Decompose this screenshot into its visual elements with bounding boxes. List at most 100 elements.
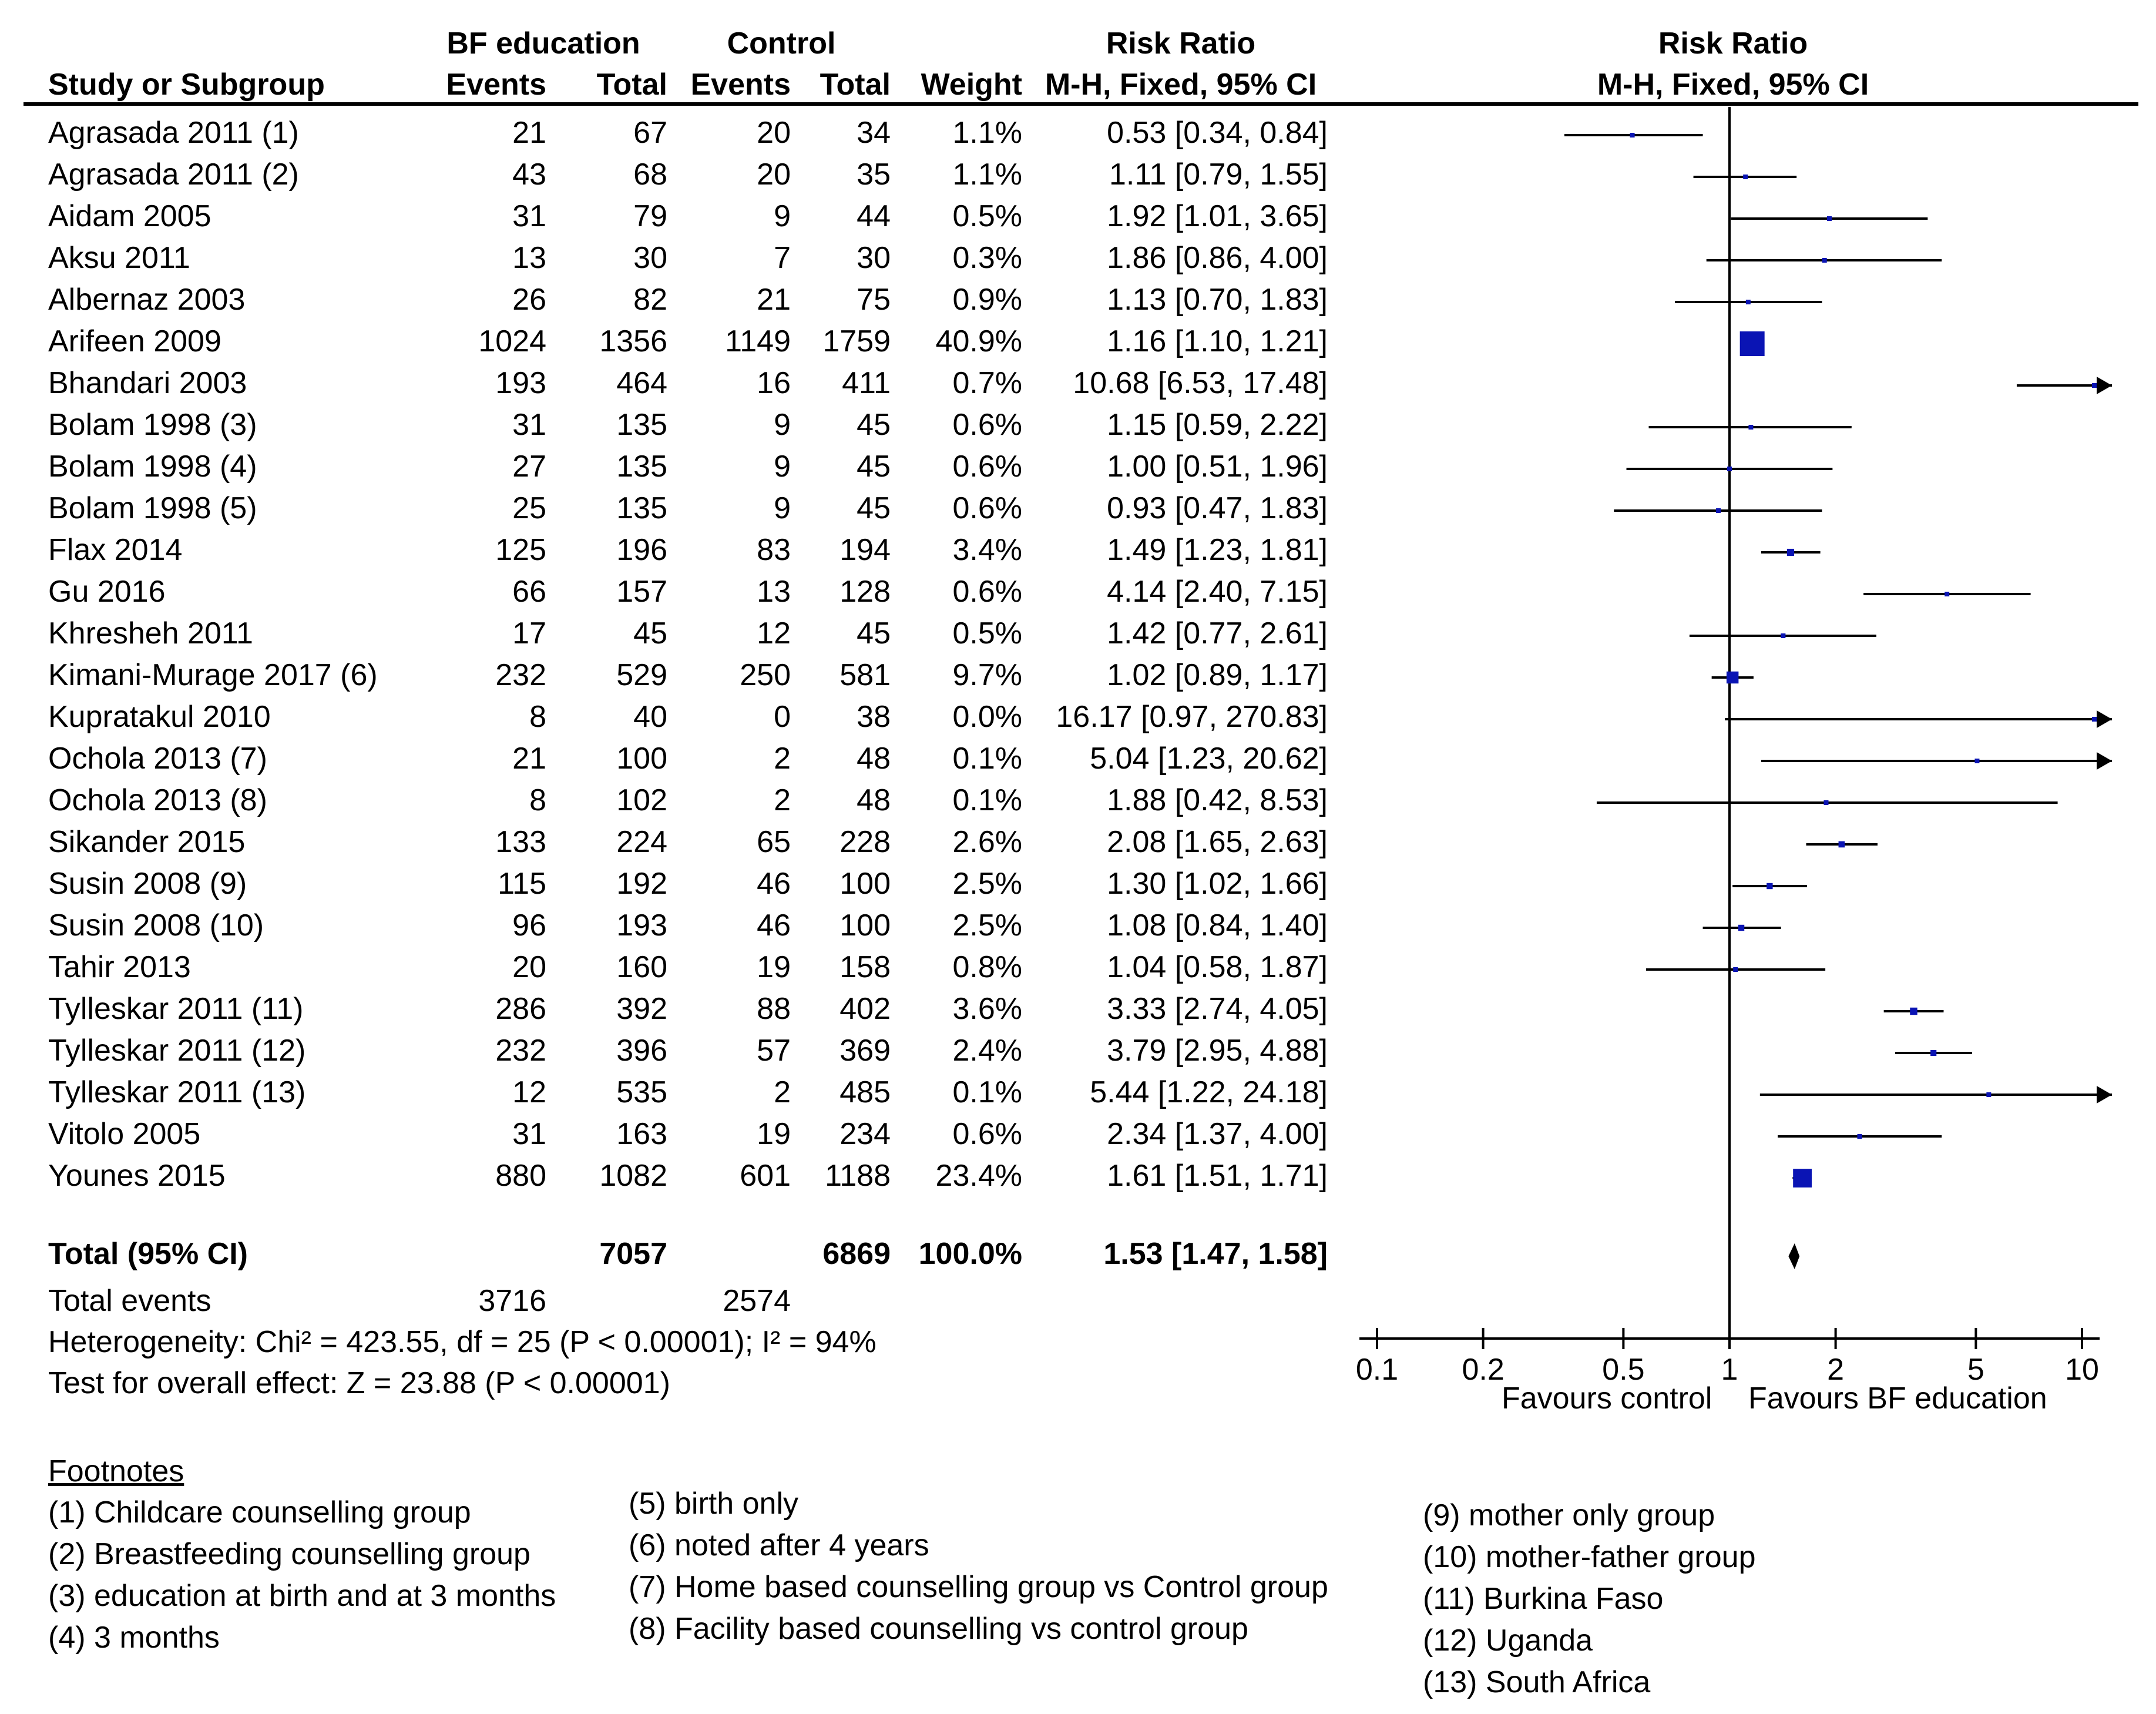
study-name: Ochola 2013 (8) bbox=[48, 783, 267, 817]
point-estimate bbox=[1986, 1092, 1992, 1097]
study-name: Tylleskar 2011 (11) bbox=[48, 992, 304, 1026]
point-estimate bbox=[1823, 800, 1829, 805]
weight-value: 0.0% bbox=[952, 700, 1022, 734]
favours-bf-label: Favours BF education bbox=[1748, 1381, 2047, 1416]
total-bf: 45 bbox=[633, 616, 667, 650]
total-bf: 163 bbox=[616, 1117, 667, 1151]
events-bf: 8 bbox=[529, 783, 546, 817]
study-name: Susin 2008 (10) bbox=[48, 908, 264, 942]
events-control: 9 bbox=[774, 491, 791, 525]
risk-ratio-ci: 1.02 [0.89, 1.17] bbox=[1107, 658, 1328, 692]
point-estimate bbox=[1630, 133, 1635, 137]
ci-arrow bbox=[2097, 752, 2112, 770]
footnote-item: (2) Breastfeeding counselling group bbox=[48, 1537, 530, 1571]
events-control: 20 bbox=[757, 157, 791, 192]
point-estimate bbox=[2092, 383, 2097, 388]
events2-header: Events bbox=[690, 68, 791, 102]
study-name: Flax 2014 bbox=[48, 533, 183, 567]
footnote-item: (6) noted after 4 years bbox=[629, 1528, 929, 1562]
total-bf: 464 bbox=[616, 366, 667, 400]
events-control: 16 bbox=[757, 366, 791, 400]
weight-value: 40.9% bbox=[935, 324, 1022, 358]
events-control: 20 bbox=[757, 116, 791, 150]
point-estimate bbox=[2092, 717, 2097, 722]
footnote-item: (9) mother only group bbox=[1423, 1498, 1715, 1532]
weight-value: 3.6% bbox=[952, 992, 1022, 1026]
risk-ratio-ci: 2.34 [1.37, 4.00] bbox=[1107, 1117, 1328, 1151]
events-control: 2 bbox=[774, 1075, 791, 1109]
weight-value: 0.8% bbox=[952, 950, 1022, 984]
events-control: 12 bbox=[757, 616, 791, 650]
events-bf: 31 bbox=[512, 408, 546, 442]
weight-value: 0.3% bbox=[952, 241, 1022, 275]
total-control: 100 bbox=[839, 908, 891, 942]
study-name: Bolam 1998 (5) bbox=[48, 491, 257, 525]
study-name: Kimani-Murage 2017 (6) bbox=[48, 658, 378, 692]
point-estimate bbox=[1857, 1134, 1862, 1139]
study-name: Tahir 2013 bbox=[48, 950, 191, 984]
risk-ratio-ci: 1.88 [0.42, 8.53] bbox=[1107, 783, 1328, 817]
events-bf: 193 bbox=[495, 366, 546, 400]
weight-value: 0.1% bbox=[952, 742, 1022, 776]
study-name: Agrasada 2011 (1) bbox=[48, 116, 299, 150]
footnote-item: (12) Uganda bbox=[1423, 1624, 1593, 1658]
events-control: 65 bbox=[757, 825, 791, 859]
total-bf: 396 bbox=[616, 1034, 667, 1068]
total-control: 48 bbox=[857, 742, 891, 776]
weight-value: 3.4% bbox=[952, 533, 1022, 567]
study-name: Khresheh 2011 bbox=[48, 616, 253, 650]
footnote-item: (10) mother-father group bbox=[1423, 1540, 1756, 1574]
total-ci: 1.53 [1.47, 1.58] bbox=[1103, 1237, 1328, 1271]
plot-title: Risk Ratio bbox=[1658, 26, 1808, 61]
events-bf: 8 bbox=[529, 700, 546, 734]
weight-value: 0.1% bbox=[952, 783, 1022, 817]
events1-header: Events bbox=[446, 68, 546, 102]
weight-value: 0.7% bbox=[952, 366, 1022, 400]
footnote-item: (11) Burkina Faso bbox=[1423, 1582, 1664, 1616]
total-control: 75 bbox=[857, 283, 891, 317]
point-estimate bbox=[1910, 1007, 1917, 1015]
x-tick-label: 5 bbox=[1967, 1353, 1984, 1387]
events-bf: 96 bbox=[512, 908, 546, 942]
events-control: 88 bbox=[757, 992, 791, 1026]
weight-value: 0.6% bbox=[952, 1117, 1022, 1151]
point-estimate bbox=[1838, 841, 1845, 848]
x-tick-label: 0.5 bbox=[1602, 1353, 1644, 1387]
point-estimate bbox=[1748, 425, 1754, 430]
total-control: 30 bbox=[857, 241, 891, 275]
footnote-item: (5) birth only bbox=[629, 1487, 798, 1521]
study-name: Younes 2015 bbox=[48, 1159, 226, 1193]
effect-method-header: M-H, Fixed, 95% CI bbox=[1045, 68, 1317, 102]
risk-ratio-ci: 2.08 [1.65, 2.63] bbox=[1107, 825, 1328, 859]
total-control: 45 bbox=[857, 450, 891, 484]
events-bf: 1024 bbox=[478, 324, 546, 358]
events-control: 2 bbox=[774, 742, 791, 776]
point-estimate bbox=[1826, 216, 1832, 221]
total-bf: 79 bbox=[633, 199, 667, 233]
events-bf: 21 bbox=[512, 116, 546, 150]
point-estimate bbox=[1716, 508, 1721, 513]
total-control: 45 bbox=[857, 491, 891, 525]
weight-value: 9.7% bbox=[952, 658, 1022, 692]
events-control: 21 bbox=[757, 283, 791, 317]
total-bf: 529 bbox=[616, 658, 667, 692]
total-control: 158 bbox=[839, 950, 891, 984]
study-name: Bolam 1998 (4) bbox=[48, 450, 257, 484]
footnote-item: (7) Home based counselling group vs Cont… bbox=[629, 1570, 1328, 1604]
weight-value: 0.6% bbox=[952, 450, 1022, 484]
risk-ratio-ci: 1.15 [0.59, 2.22] bbox=[1107, 408, 1328, 442]
total-bf: 160 bbox=[616, 950, 667, 984]
total-n1: 7057 bbox=[599, 1237, 667, 1271]
total-control: 194 bbox=[839, 533, 891, 567]
point-estimate bbox=[1786, 548, 1794, 556]
events-bf: 286 bbox=[495, 992, 546, 1026]
total-control: 35 bbox=[857, 157, 891, 192]
risk-ratio-ci: 10.68 [6.53, 17.48] bbox=[1073, 366, 1328, 400]
total-bf: 224 bbox=[616, 825, 667, 859]
total-control: 48 bbox=[857, 783, 891, 817]
study-name: Bhandari 2003 bbox=[48, 366, 247, 400]
heterogeneity-text: Heterogeneity: Chi² = 423.55, df = 25 (P… bbox=[48, 1325, 876, 1359]
events-bf: 13 bbox=[512, 241, 546, 275]
